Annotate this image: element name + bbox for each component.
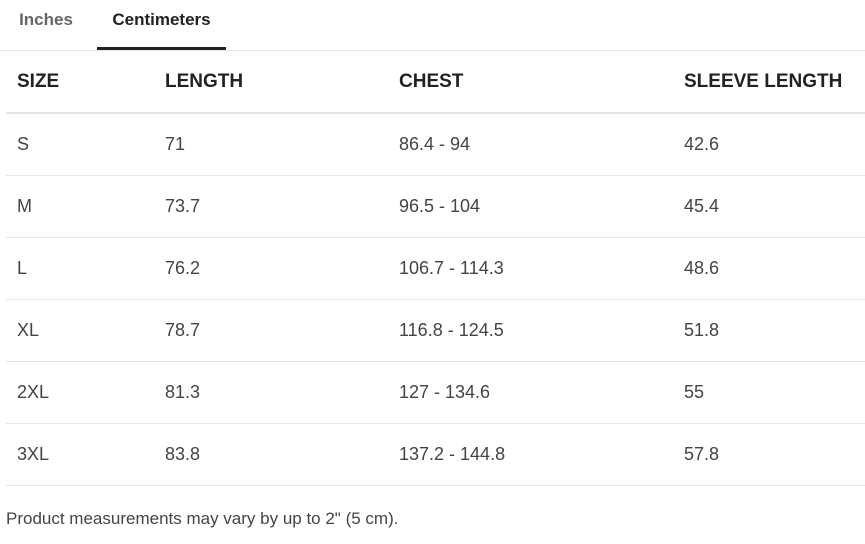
header-chest: CHEST bbox=[388, 51, 673, 114]
cell-size: 3XL bbox=[6, 423, 154, 486]
table-row: M 73.7 96.5 - 104 45.4 bbox=[6, 175, 865, 238]
cell-sleeve-length: 42.6 bbox=[673, 113, 865, 176]
table-header-row: SIZE LENGTH CHEST SLEEVE LENGTH bbox=[6, 51, 865, 114]
cell-chest: 86.4 - 94 bbox=[388, 113, 673, 176]
table-row: S 71 86.4 - 94 42.6 bbox=[6, 113, 865, 176]
cell-length: 73.7 bbox=[154, 175, 388, 238]
tab-centimeters[interactable]: Centimeters bbox=[97, 0, 226, 50]
tab-inches[interactable]: Inches bbox=[19, 10, 73, 29]
header-length: LENGTH bbox=[154, 51, 388, 114]
table-row: 3XL 83.8 137.2 - 144.8 57.8 bbox=[6, 423, 865, 486]
measurement-note: Product measurements may vary by up to 2… bbox=[6, 509, 399, 528]
cell-length: 78.7 bbox=[154, 299, 388, 362]
cell-length: 76.2 bbox=[154, 237, 388, 300]
table-row: XL 78.7 116.8 - 124.5 51.8 bbox=[6, 299, 865, 362]
size-chart-table: SIZE LENGTH CHEST SLEEVE LENGTH S 71 86.4 … bbox=[6, 51, 865, 486]
cell-size: S bbox=[6, 113, 154, 176]
cell-length: 83.8 bbox=[154, 423, 388, 486]
cell-chest: 96.5 - 104 bbox=[388, 175, 673, 238]
unit-tabs: Inches Centimeters bbox=[0, 0, 865, 51]
cell-length: 81.3 bbox=[154, 361, 388, 424]
cell-size: 2XL bbox=[6, 361, 154, 424]
header-sleeve-length: SLEEVE LENGTH bbox=[673, 51, 865, 114]
cell-size: XL bbox=[6, 299, 154, 362]
cell-sleeve-length: 55 bbox=[673, 361, 865, 424]
cell-chest: 137.2 - 144.8 bbox=[388, 423, 673, 486]
cell-size: M bbox=[6, 175, 154, 238]
cell-chest: 127 - 134.6 bbox=[388, 361, 673, 424]
cell-chest: 116.8 - 124.5 bbox=[388, 299, 673, 362]
cell-length: 71 bbox=[154, 113, 388, 176]
table-row: L 76.2 106.7 - 114.3 48.6 bbox=[6, 237, 865, 300]
cell-sleeve-length: 57.8 bbox=[673, 423, 865, 486]
cell-sleeve-length: 51.8 bbox=[673, 299, 865, 362]
cell-size: L bbox=[6, 237, 154, 300]
cell-sleeve-length: 48.6 bbox=[673, 237, 865, 300]
cell-chest: 106.7 - 114.3 bbox=[388, 237, 673, 300]
header-size: SIZE bbox=[6, 51, 154, 114]
cell-sleeve-length: 45.4 bbox=[673, 175, 865, 238]
table-row: 2XL 81.3 127 - 134.6 55 bbox=[6, 361, 865, 424]
